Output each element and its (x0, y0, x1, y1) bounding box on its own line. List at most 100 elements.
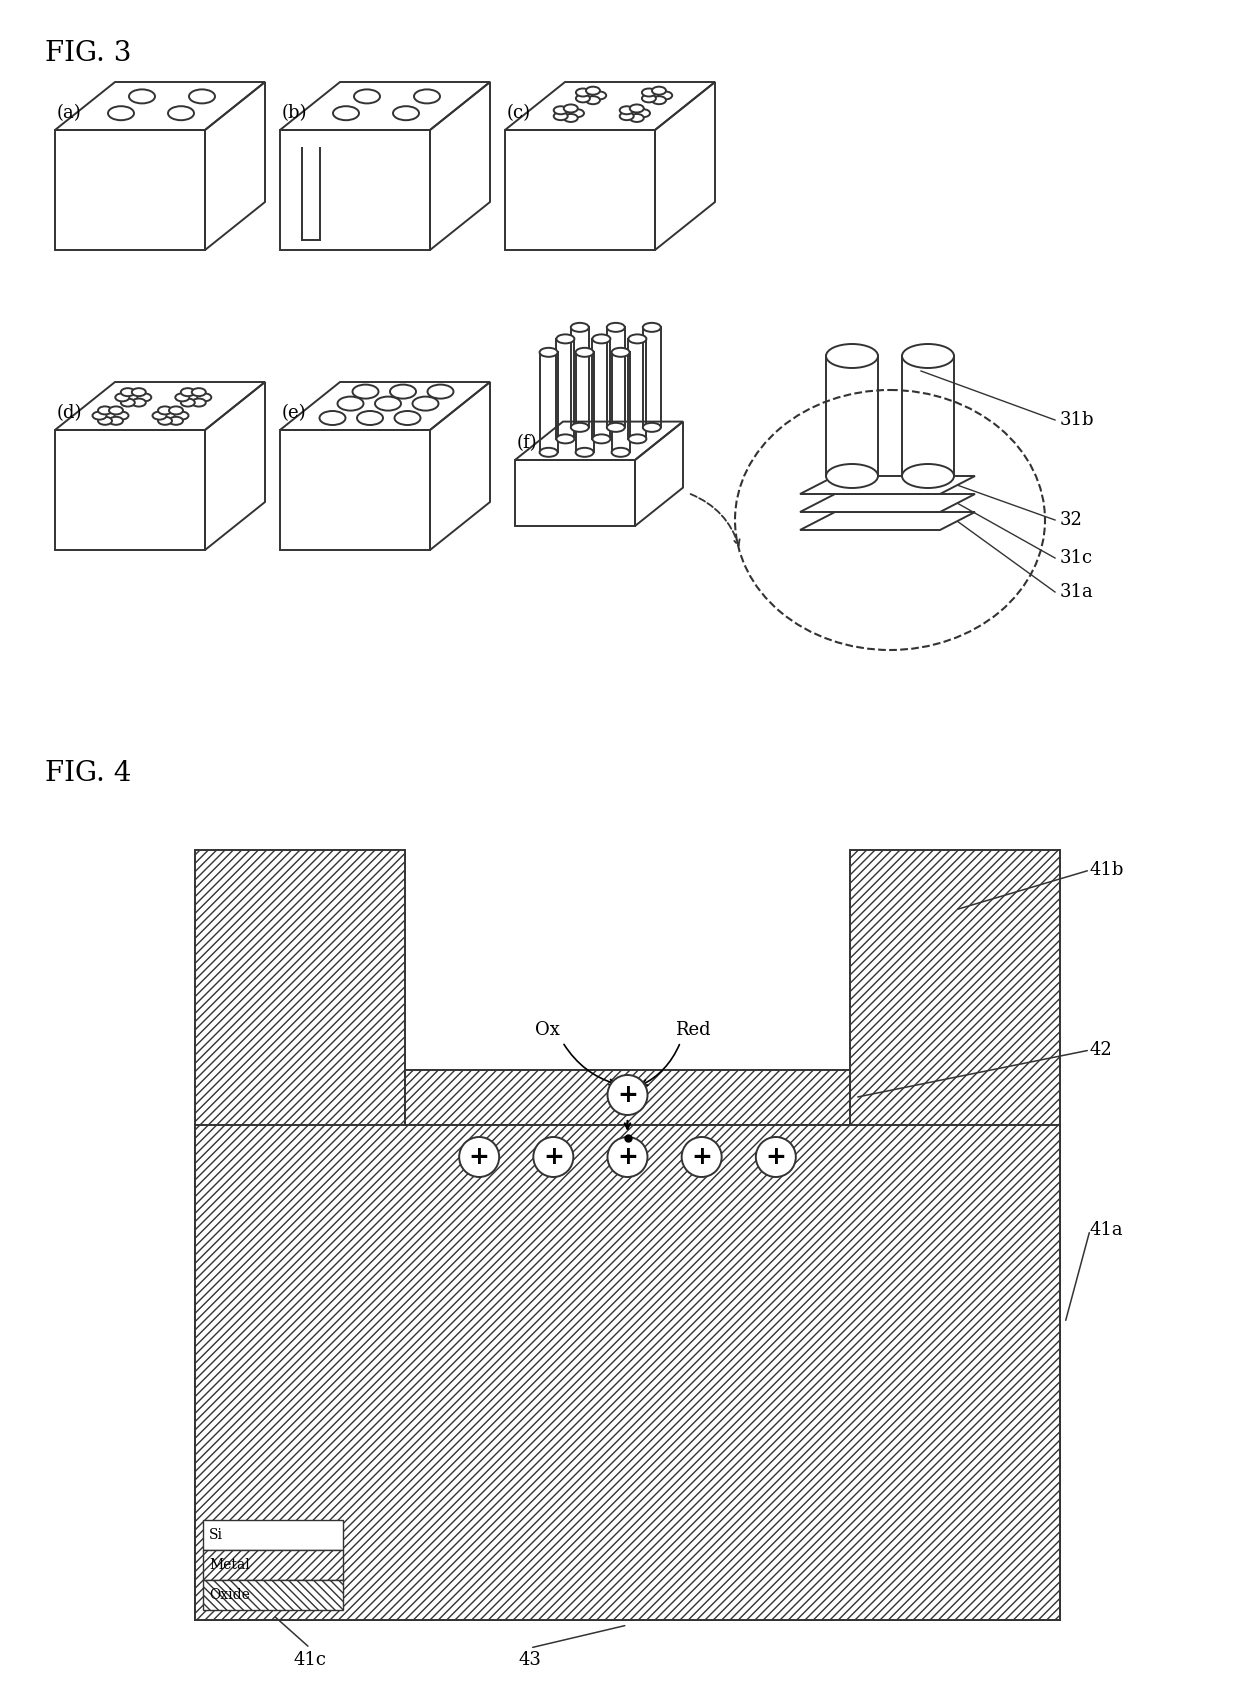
Ellipse shape (181, 399, 195, 407)
Text: FIG. 3: FIG. 3 (45, 41, 131, 66)
Ellipse shape (630, 105, 644, 112)
FancyBboxPatch shape (849, 850, 1060, 1621)
Ellipse shape (606, 322, 625, 333)
Text: +: + (618, 1083, 637, 1106)
Ellipse shape (554, 107, 568, 114)
Ellipse shape (539, 348, 558, 356)
Ellipse shape (611, 448, 630, 456)
Ellipse shape (901, 344, 954, 368)
FancyBboxPatch shape (195, 850, 405, 1621)
Ellipse shape (557, 107, 579, 119)
Ellipse shape (579, 90, 601, 102)
Ellipse shape (394, 411, 420, 424)
Ellipse shape (131, 399, 146, 407)
Ellipse shape (622, 107, 645, 119)
Ellipse shape (575, 448, 594, 456)
Ellipse shape (188, 90, 215, 104)
Text: 42: 42 (1090, 1040, 1112, 1059)
Circle shape (682, 1137, 722, 1178)
Text: 41c: 41c (294, 1651, 326, 1670)
Ellipse shape (629, 334, 646, 343)
FancyBboxPatch shape (405, 1125, 849, 1621)
Text: +: + (618, 1145, 637, 1169)
Ellipse shape (120, 399, 135, 407)
Text: +: + (543, 1145, 564, 1169)
Ellipse shape (428, 385, 454, 399)
Ellipse shape (636, 109, 650, 117)
Ellipse shape (169, 406, 184, 414)
Ellipse shape (114, 412, 129, 419)
Ellipse shape (826, 463, 878, 489)
Text: (e): (e) (281, 404, 306, 423)
Ellipse shape (352, 385, 378, 399)
Ellipse shape (157, 406, 172, 414)
Ellipse shape (826, 344, 878, 368)
Ellipse shape (652, 97, 666, 104)
FancyBboxPatch shape (203, 1580, 343, 1610)
Text: 43: 43 (518, 1651, 542, 1670)
Text: 41b: 41b (1090, 860, 1125, 879)
Ellipse shape (157, 409, 184, 423)
Ellipse shape (192, 399, 206, 407)
Ellipse shape (181, 389, 195, 395)
Ellipse shape (557, 434, 574, 443)
Text: FIG. 4: FIG. 4 (45, 760, 131, 787)
Ellipse shape (357, 411, 383, 424)
Ellipse shape (98, 409, 124, 423)
Ellipse shape (557, 334, 574, 343)
Text: +: + (469, 1145, 490, 1169)
Ellipse shape (109, 406, 123, 414)
Text: 31c: 31c (1060, 550, 1094, 567)
Ellipse shape (180, 390, 206, 404)
Text: Oxide: Oxide (210, 1588, 250, 1602)
Ellipse shape (593, 92, 606, 100)
Text: 41a: 41a (1090, 1222, 1123, 1239)
Ellipse shape (620, 112, 634, 120)
Circle shape (608, 1137, 647, 1178)
Ellipse shape (320, 411, 346, 424)
Ellipse shape (197, 394, 211, 402)
Ellipse shape (169, 417, 184, 424)
Polygon shape (800, 512, 975, 529)
Ellipse shape (642, 423, 661, 431)
Ellipse shape (175, 412, 188, 419)
Ellipse shape (192, 389, 206, 395)
Ellipse shape (554, 112, 568, 120)
Ellipse shape (575, 88, 590, 97)
Ellipse shape (564, 114, 578, 122)
Ellipse shape (115, 394, 129, 402)
Text: 32: 32 (1060, 511, 1083, 529)
Text: (c): (c) (507, 104, 531, 122)
Ellipse shape (157, 417, 172, 424)
Text: (a): (a) (57, 104, 82, 122)
Ellipse shape (901, 463, 954, 489)
Text: Ox: Ox (536, 1022, 560, 1039)
Ellipse shape (539, 448, 558, 456)
Ellipse shape (93, 412, 107, 419)
Text: +: + (691, 1145, 712, 1169)
Ellipse shape (334, 107, 360, 120)
Ellipse shape (120, 390, 146, 404)
Ellipse shape (413, 397, 439, 411)
Ellipse shape (98, 417, 112, 424)
Text: Si: Si (210, 1527, 223, 1543)
Ellipse shape (337, 397, 363, 411)
Ellipse shape (575, 348, 594, 356)
Ellipse shape (393, 107, 419, 120)
Ellipse shape (630, 114, 644, 122)
Ellipse shape (642, 95, 656, 102)
Circle shape (533, 1137, 573, 1178)
Ellipse shape (593, 434, 610, 443)
Text: 31b: 31b (1060, 411, 1095, 429)
Text: Red: Red (675, 1022, 711, 1039)
Ellipse shape (570, 423, 589, 431)
FancyBboxPatch shape (203, 1521, 343, 1549)
Circle shape (608, 1074, 647, 1115)
FancyBboxPatch shape (203, 1549, 343, 1580)
Text: Metal: Metal (210, 1558, 249, 1571)
Ellipse shape (175, 394, 190, 402)
Text: (f): (f) (517, 434, 538, 451)
Ellipse shape (570, 109, 584, 117)
Ellipse shape (108, 107, 134, 120)
Ellipse shape (652, 87, 666, 95)
